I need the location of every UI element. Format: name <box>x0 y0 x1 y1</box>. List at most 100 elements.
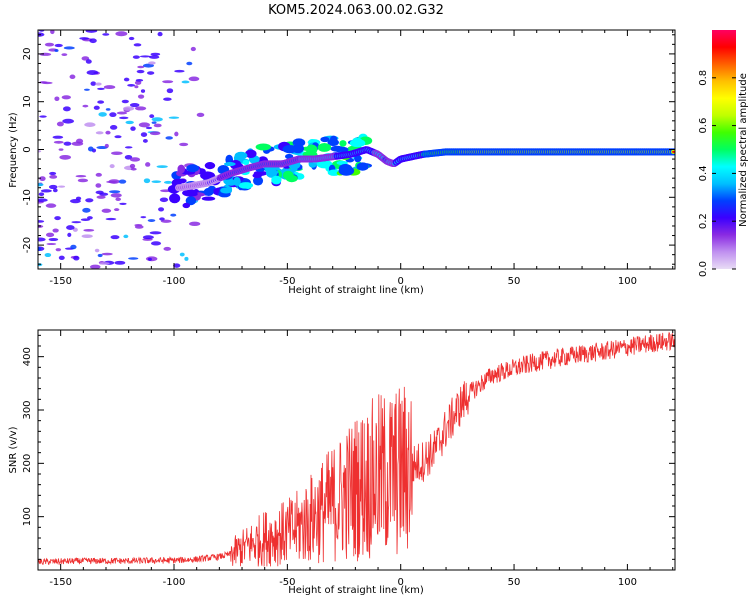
spectrogram-noise-blob <box>142 139 148 143</box>
spectrogram-noise-blob <box>61 53 68 57</box>
spectrogram-noise-blob <box>59 154 72 160</box>
spectrogram-noise-blob <box>114 135 122 139</box>
spectrogram-noise-blob <box>58 255 65 261</box>
spectrogram-noise-blob <box>170 213 177 217</box>
spectrogram-noise-blob <box>159 217 165 221</box>
snr-panel: -150 -100 -50 0 50 100 100 200 300 400 Height of … <box>8 329 676 596</box>
spectrogram-noise-blob <box>55 248 62 252</box>
spectrogram-noise-blob <box>188 221 201 226</box>
spectrogram-noise-blob <box>138 122 151 128</box>
snr-y-tick-label: 400 <box>22 347 33 366</box>
spectrogram-y-tick-label: -10 <box>22 189 33 205</box>
spectrogram-x-tick-label: -150 <box>49 276 72 287</box>
spectrogram-ridge-blob <box>316 159 333 169</box>
spectrogram-noise-blob <box>85 59 92 64</box>
spectrogram-noise-blob <box>105 108 111 111</box>
spectrogram-noise-blob <box>87 216 93 220</box>
spectrogram-noise-blob <box>45 203 57 208</box>
spectrogram-noise-blob <box>83 88 90 91</box>
spectrogram-ridge-blob <box>185 196 197 206</box>
spectrogram-noise-blob <box>129 157 141 162</box>
spectrogram-noise-blob <box>119 202 127 205</box>
spectrogram-noise-blob <box>45 232 55 238</box>
spectrogram-noise-blob <box>163 246 172 251</box>
spectrogram-noise-blob <box>96 195 106 199</box>
spectrogram-noise-blob <box>137 65 145 69</box>
colorbar-tick-label: 0.4 <box>698 165 709 181</box>
spectrogram-noise-blob <box>38 220 45 223</box>
spectrogram-noise-blob <box>39 176 46 182</box>
spectrogram-noise-blob <box>102 33 110 36</box>
spectrogram-ridge-blob <box>229 159 242 170</box>
spectrogram-noise-blob <box>83 228 95 232</box>
spectrogram-noise-blob <box>86 70 99 76</box>
spectrogram-noise-blob <box>57 185 66 188</box>
spectrogram-noise-blob <box>81 234 93 238</box>
spectrogram-noise-blob <box>134 224 143 227</box>
spectrogram-noise-blob <box>99 262 110 265</box>
spectrogram-ridge-blob <box>327 138 339 147</box>
spectrogram-noise-blob <box>62 106 71 112</box>
spectrogram-noise-blob <box>196 112 205 118</box>
spectrogram-noise-blob <box>94 248 100 253</box>
spectrogram-noise-blob <box>63 141 72 146</box>
spectrogram-noise-blob <box>75 175 87 178</box>
spectrogram-noise-blob <box>66 225 75 231</box>
spectrogram-noise-blob <box>96 146 108 150</box>
spectrogram-noise-blob <box>118 179 127 184</box>
spectrogram-noise-blob <box>122 106 135 111</box>
spectrogram-noise-blob <box>179 252 185 257</box>
spectrogram-noise-blob <box>113 208 120 212</box>
spectrogram-noise-blob <box>150 241 162 246</box>
spectrogram-y-tick-label: 0 <box>22 146 33 152</box>
spectrogram-noise-blob <box>128 36 135 41</box>
spectrogram-y-tick-label: -20 <box>22 237 33 253</box>
spectrogram-noise-blob <box>139 55 151 58</box>
spectrogram-noise-blob <box>95 190 104 195</box>
spectrogram-x-axis-label: Height of straight line (km) <box>288 285 424 296</box>
spectrogram-noise-blob <box>128 257 139 260</box>
spectrogram-noise-blob <box>73 255 80 261</box>
spectrogram-ridge-blob <box>301 146 316 151</box>
spectrogram-noise-blob <box>127 84 136 87</box>
spectrogram-noise-blob <box>168 116 180 119</box>
spectrogram-noise-blob <box>147 257 152 261</box>
snr-y-tick-label: 200 <box>22 454 33 473</box>
spectrogram-noise-blob <box>110 193 122 198</box>
spectrogram-noise-blob <box>38 32 45 37</box>
spectrogram-noise-blob <box>54 43 63 48</box>
snr-x-tick-label: -150 <box>49 577 72 588</box>
spectrogram-noise-blob <box>95 183 102 188</box>
spectrogram-noise-blob <box>89 38 97 44</box>
snr-x-tick-label: 50 <box>508 577 521 588</box>
spectrogram-noise-blob <box>124 146 133 149</box>
spectrogram-noise-blob <box>85 30 98 33</box>
spectrogram-ridge-blob <box>223 162 236 167</box>
spectrogram-noise-blob <box>116 111 128 115</box>
spectrogram-noise-blob <box>67 232 72 238</box>
spectrogram-noise-blob <box>95 172 102 177</box>
spectrogram-noise-blob <box>188 76 200 82</box>
spectrogram-ridge-blob <box>356 162 369 171</box>
spectrogram-noise-blob <box>87 146 94 152</box>
spectrogram-noise-blob <box>157 31 163 37</box>
spectrogram-noise-blob <box>70 244 77 250</box>
snr-x-axis-label: Height of straight line (km) <box>288 585 424 596</box>
spectrogram-x-tick-label: 0 <box>398 276 404 287</box>
spectrogram-noise-blob <box>165 136 173 140</box>
colorbar: 0.0 0.2 0.4 0.6 0.8 Normalized spectral ampl… <box>698 30 749 277</box>
snr-series-line <box>38 331 675 567</box>
spectrogram-ridge-blob <box>244 182 252 189</box>
spectrogram-noise-blob <box>53 140 64 144</box>
spectrogram-noise-blob <box>121 99 129 104</box>
spectrogram-ridge-blob <box>233 176 241 187</box>
spectrogram-noise-blob <box>75 196 82 201</box>
spectrogram-noise-blob <box>114 260 126 265</box>
spectrogram-noise-blob <box>181 80 190 84</box>
spectrogram-noise-blob <box>54 216 61 221</box>
spectrogram-noise-blob <box>97 87 105 90</box>
spectrogram-noise-blob <box>142 63 155 68</box>
spectrogram-noise-blob <box>103 85 116 90</box>
spectrogram-y-tick-label: 10 <box>22 95 33 108</box>
